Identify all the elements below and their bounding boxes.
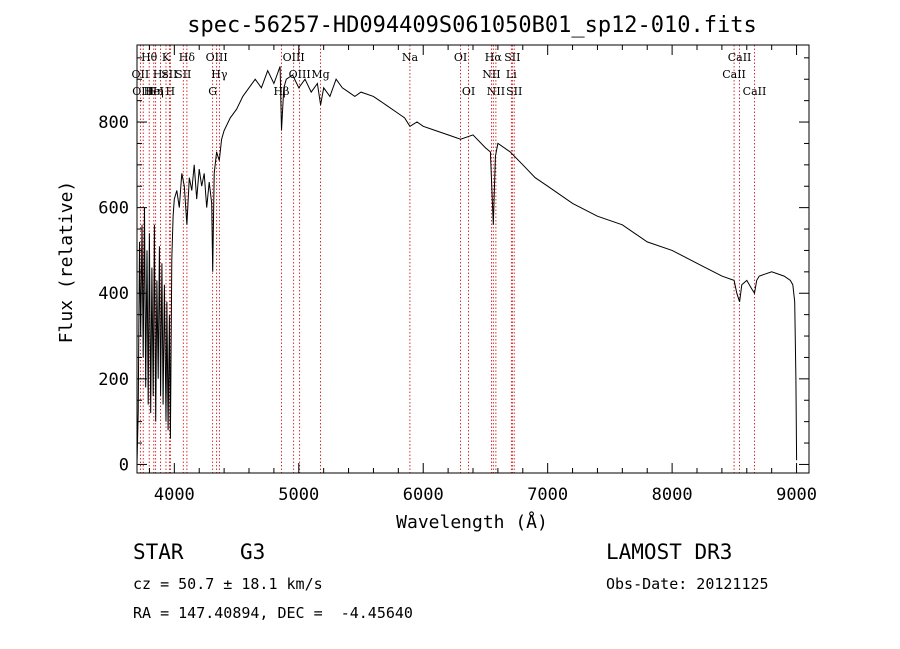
x-tick-label: 6000	[403, 485, 444, 505]
line-label-caii: CaII	[728, 51, 752, 64]
y-axis: 0 200 400 600 800	[98, 57, 809, 475]
x-tick-label: 9000	[776, 485, 817, 505]
chart-title: spec-56257-HD094409S061050B01_sp12-010.f…	[187, 13, 757, 38]
observation-date: Obs-Date: 20121125	[606, 575, 769, 593]
line-label-k: K	[162, 51, 171, 64]
plot-frame	[136, 44, 810, 474]
line-label-sii: SII	[175, 68, 191, 81]
x-tick-label: 7000	[527, 485, 568, 505]
survey-name: LAMOST DR3	[606, 540, 733, 564]
line-label-hα: Hα	[485, 51, 503, 64]
line-label-mg: Mg	[311, 68, 329, 81]
line-label-g: G	[208, 85, 217, 98]
line-label-nii: NII	[482, 68, 500, 81]
line-label-oii: OII	[132, 68, 150, 81]
x-tick-label: 4000	[154, 485, 195, 505]
line-label-hei: HeI	[144, 85, 164, 98]
y-tick-label: 800	[98, 113, 129, 133]
line-label-sii: SII	[161, 68, 177, 81]
spectrum-series-line	[136, 66, 798, 465]
line-label-sii: SII	[504, 51, 520, 64]
line-label-oi: OI	[462, 85, 475, 98]
line-label-oiii: OIII	[289, 68, 311, 81]
line-label-hγ: Hγ	[211, 68, 228, 81]
line-label-oi: OI	[454, 51, 467, 64]
x-tick-label: 8000	[652, 485, 693, 505]
spectral-line-markers	[139, 45, 755, 473]
y-tick-label: 400	[98, 284, 129, 304]
coordinates: RA = 147.40894, DEC = -4.45640	[133, 604, 413, 622]
line-label-caii: CaII	[743, 85, 767, 98]
x-axis-label: Wavelength (Å)	[396, 511, 548, 533]
y-tick-label: 0	[119, 455, 129, 475]
y-tick-label: 200	[98, 370, 129, 390]
x-tick-label: 5000	[278, 485, 319, 505]
line-label-oiii: OIII	[283, 51, 305, 64]
y-tick-label: 600	[98, 199, 129, 219]
line-label-li: Li	[506, 68, 517, 81]
redshift-cz: cz = 50.7 ± 18.1 km/s	[133, 575, 323, 593]
line-label-hε: Hε	[153, 68, 169, 81]
line-label-hθ: Hθ	[141, 51, 158, 64]
spectral-subclass: G3	[240, 540, 266, 564]
x-axis: 4000 5000 6000 7000 8000 9000	[148, 45, 817, 505]
line-label-hη: Hη	[148, 85, 164, 98]
y-axis-label: Flux (relative)	[56, 181, 77, 344]
line-label-hβ: Hβ	[274, 85, 290, 98]
line-label-h: H	[166, 85, 176, 98]
line-label-caii: CaII	[722, 68, 746, 81]
spectral-line-labels: HθOIIOIIIHεHeIKHηSIIHHδSIIOIIIHγGOIIIOII…	[132, 51, 767, 98]
line-label-na: Na	[402, 51, 419, 64]
line-label-nii: NII	[487, 85, 505, 98]
line-label-hδ: Hδ	[179, 51, 196, 64]
line-label-sii: SII	[506, 85, 522, 98]
line-label-oiii: OIII	[132, 85, 154, 98]
line-label-oiii: OIII	[206, 51, 228, 64]
object-type: STAR	[133, 540, 184, 564]
